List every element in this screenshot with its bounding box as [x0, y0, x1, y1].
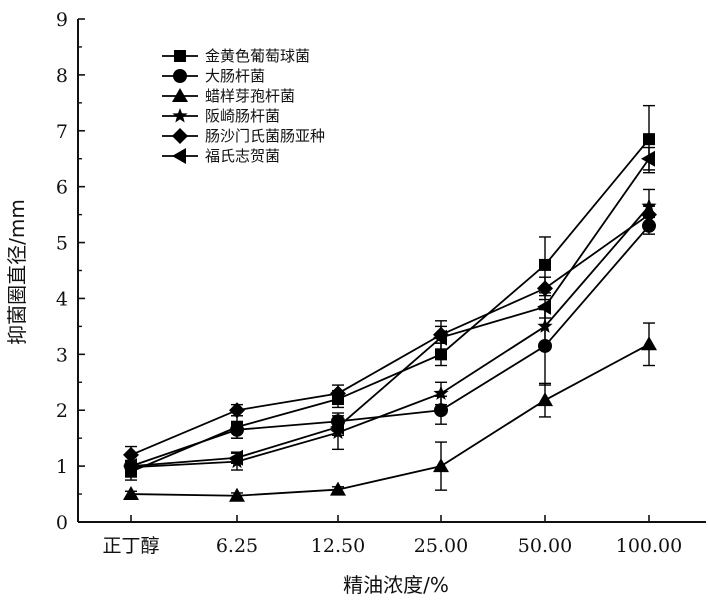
data-point [123, 446, 139, 463]
series-line [130, 205, 650, 469]
series-line [130, 138, 650, 473]
legend-item: 蜡样芽孢杆菌 [162, 87, 295, 105]
legend-item: 肠沙门氏菌肠亚种 [162, 127, 325, 145]
axes: 0 1 2 3 4 5 6 7 8 9 正丁醇 6.25 12.50 25.00 50.00 100.00 [56, 9, 706, 557]
data-point [641, 336, 657, 351]
data-point [641, 206, 657, 223]
y-tick-label: 5 [56, 233, 68, 255]
legend-marker [174, 50, 186, 62]
legend-label: 金黄色葡萄球菌 [205, 47, 310, 65]
data-point [537, 318, 553, 333]
legend-label: 肠沙门氏菌肠亚种 [205, 127, 325, 145]
y-tick-label: 2 [56, 400, 68, 422]
data-point [230, 422, 244, 437]
data-point [330, 385, 346, 402]
legend-item: 阪崎肠杆菌 [162, 107, 280, 125]
data-point [433, 385, 449, 400]
series-4 [123, 188, 657, 474]
x-tick-label: 50.00 [518, 535, 572, 557]
y-tick-label: 6 [56, 177, 68, 199]
y-tick-label: 7 [56, 121, 68, 143]
legend-item: 金黄色葡萄球菌 [162, 47, 310, 65]
data-point [229, 449, 243, 466]
data-point [641, 198, 657, 213]
legend-label: 福氏志贺菌 [205, 147, 280, 165]
legend-label: 蜡样芽孢杆菌 [205, 87, 295, 105]
legend-marker [172, 108, 188, 123]
series-line [130, 225, 650, 467]
legend-item: 大肠杆菌 [162, 67, 265, 85]
data-point [539, 258, 551, 271]
data-point [433, 329, 447, 346]
series-layer [123, 104, 657, 502]
series-line [130, 158, 650, 468]
legend-marker [172, 128, 188, 144]
legend-marker [172, 88, 188, 102]
series-6 [123, 146, 655, 475]
y-tick-label: 1 [56, 456, 68, 478]
x-tick-label: 6.25 [216, 535, 258, 557]
data-point [229, 402, 245, 419]
legend-label: 大肠杆菌 [205, 67, 265, 85]
y-tick-label: 8 [56, 65, 68, 87]
data-point [641, 150, 655, 167]
x-axis-title: 精油浓度/% [343, 573, 449, 597]
data-point [538, 338, 552, 353]
data-point [537, 298, 551, 315]
series-line [130, 343, 650, 497]
y-tick-label: 4 [56, 288, 68, 310]
x-tick-label: 25.00 [414, 535, 468, 557]
x-tick-label: 正丁醇 [102, 535, 159, 557]
y-tick-label: 0 [56, 512, 68, 534]
series-2 [124, 216, 656, 474]
data-point [229, 487, 245, 502]
y-tick-label: 9 [56, 9, 68, 31]
legend-item: 福氏志贺菌 [162, 147, 280, 165]
data-point [434, 403, 448, 418]
data-point [123, 486, 139, 501]
x-tick-label: 100.00 [616, 535, 682, 557]
x-tick-label: 12.50 [311, 535, 365, 557]
data-point [330, 481, 346, 496]
data-point [537, 280, 553, 297]
data-point [433, 458, 449, 473]
legend-marker [173, 69, 187, 83]
data-point [123, 458, 137, 475]
data-point [537, 392, 553, 407]
y-axis-title: 抑菌圈直径/mm [5, 199, 29, 345]
data-point [643, 133, 655, 146]
series-5 [123, 205, 657, 465]
series-line [130, 213, 650, 456]
legend-label: 阪崎肠杆菌 [205, 107, 280, 125]
y-tick-label: 3 [56, 344, 68, 366]
data-point [642, 218, 656, 233]
series-3 [123, 322, 657, 502]
data-point [330, 418, 344, 435]
legend-marker [172, 148, 186, 164]
